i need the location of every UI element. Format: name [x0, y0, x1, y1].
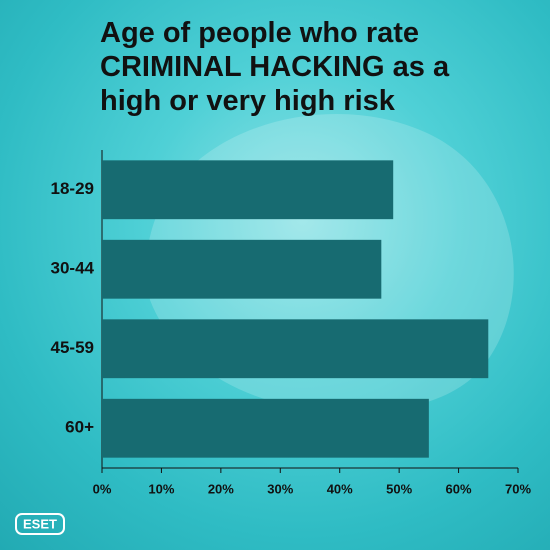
- x-tick-label: 70%: [505, 481, 531, 496]
- chart-title: Age of people who rate CRIMINAL HACKING …: [100, 17, 450, 117]
- logo: ESET: [23, 516, 57, 531]
- bar: [102, 160, 394, 220]
- y-tick-label: 45-59: [51, 338, 94, 357]
- x-tick-label: 0%: [93, 481, 112, 496]
- x-tick-label: 40%: [327, 481, 353, 496]
- y-tick-label: 30-44: [51, 259, 95, 278]
- x-tick-label: 50%: [386, 481, 412, 496]
- x-tick-label: 30%: [267, 481, 293, 496]
- y-tick-label: 60+: [65, 418, 94, 437]
- logo-box: [15, 513, 65, 535]
- x-tick-label: 60%: [446, 481, 472, 496]
- x-tick-label: 10%: [148, 481, 174, 496]
- bar: [102, 239, 382, 299]
- x-tick-label: 20%: [208, 481, 234, 496]
- y-tick-label: 18-29: [51, 179, 94, 198]
- bar: [102, 398, 429, 458]
- bar: [102, 319, 489, 379]
